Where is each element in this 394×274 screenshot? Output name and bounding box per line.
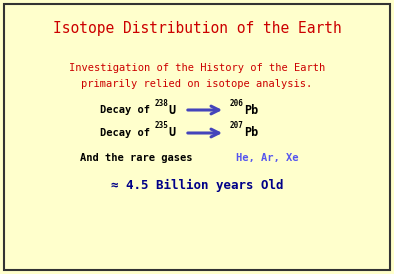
Text: 238: 238 xyxy=(155,98,169,107)
Text: He, Ar, Xe: He, Ar, Xe xyxy=(236,153,299,163)
Text: ≈ 4.5 Billion years Old: ≈ 4.5 Billion years Old xyxy=(111,178,283,192)
Text: Investigation of the History of the Earth: Investigation of the History of the Eart… xyxy=(69,63,325,73)
Text: U: U xyxy=(168,104,175,116)
Text: 207: 207 xyxy=(230,121,244,130)
Text: 235: 235 xyxy=(155,121,169,130)
Text: Pb: Pb xyxy=(244,104,258,116)
Text: Decay of: Decay of xyxy=(100,128,150,138)
Text: And the rare gases: And the rare gases xyxy=(80,153,205,163)
Text: primarily relied on isotope analysis.: primarily relied on isotope analysis. xyxy=(82,79,312,89)
Text: Isotope Distribution of the Earth: Isotope Distribution of the Earth xyxy=(53,21,341,36)
Text: Decay of: Decay of xyxy=(100,105,150,115)
Text: 206: 206 xyxy=(230,98,244,107)
Text: Pb: Pb xyxy=(244,127,258,139)
Text: U: U xyxy=(168,127,175,139)
